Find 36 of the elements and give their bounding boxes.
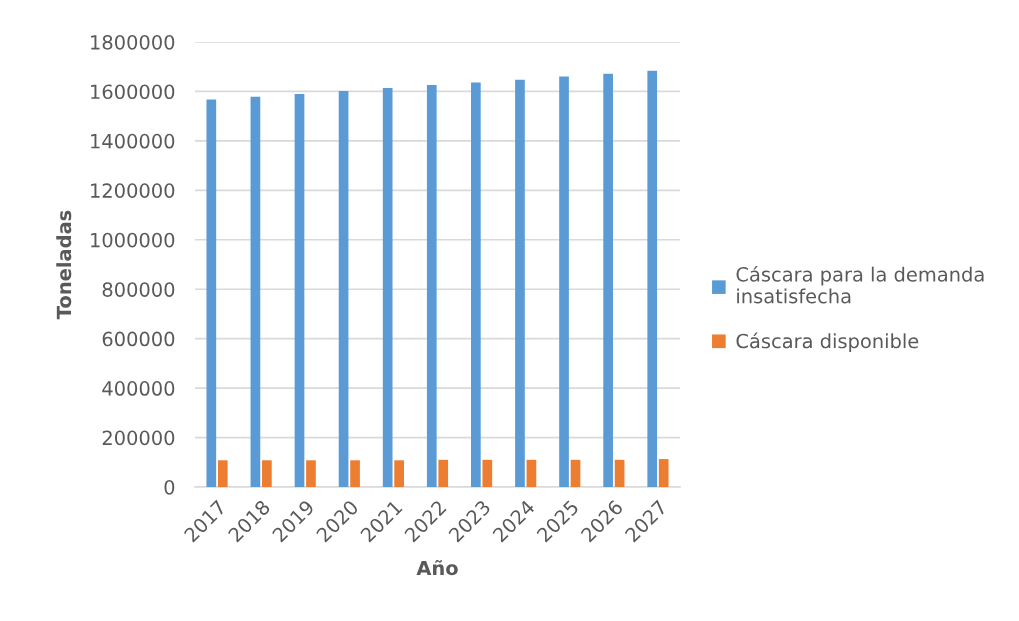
y-tick-label: 800000: [102, 282, 175, 297]
bar: [526, 459, 537, 487]
y-tick-label: 1800000: [91, 34, 175, 50]
bar: [250, 96, 261, 487]
bar: [614, 459, 625, 487]
bar: [658, 459, 669, 487]
bar: [262, 460, 272, 487]
bar: [382, 87, 393, 487]
bar: [350, 460, 360, 487]
bar: [471, 82, 481, 487]
bar: [570, 459, 581, 487]
y-tick-label: 1200000: [91, 183, 175, 198]
bar: [438, 459, 449, 487]
y-axis-title: Toneladas: [56, 210, 72, 320]
bar: [394, 460, 404, 487]
bar: [603, 73, 613, 487]
bar: [482, 459, 493, 487]
bar: [426, 85, 437, 487]
y-tick-label: 1400000: [91, 133, 175, 149]
x-axis-title: Año: [416, 559, 458, 576]
y-tick-label: 1000000: [91, 232, 175, 248]
bar: [306, 460, 316, 487]
legend-label: Cáscara para la demanda insatisfecha: [736, 265, 984, 304]
bar: [217, 460, 228, 487]
y-tick-label: 1600000: [91, 84, 175, 100]
legend-label: Cáscara disponible: [736, 332, 919, 353]
bar: [206, 99, 217, 487]
bar: [559, 76, 569, 487]
y-tick-label: 400000: [102, 381, 175, 396]
bar: [294, 93, 305, 487]
y-tick-label: 200000: [102, 430, 175, 446]
y-tick-label: 600000: [102, 331, 175, 347]
bar: [647, 70, 658, 487]
y-tick-label: 0: [164, 479, 175, 495]
bar: [515, 79, 525, 487]
bar: [338, 90, 349, 487]
